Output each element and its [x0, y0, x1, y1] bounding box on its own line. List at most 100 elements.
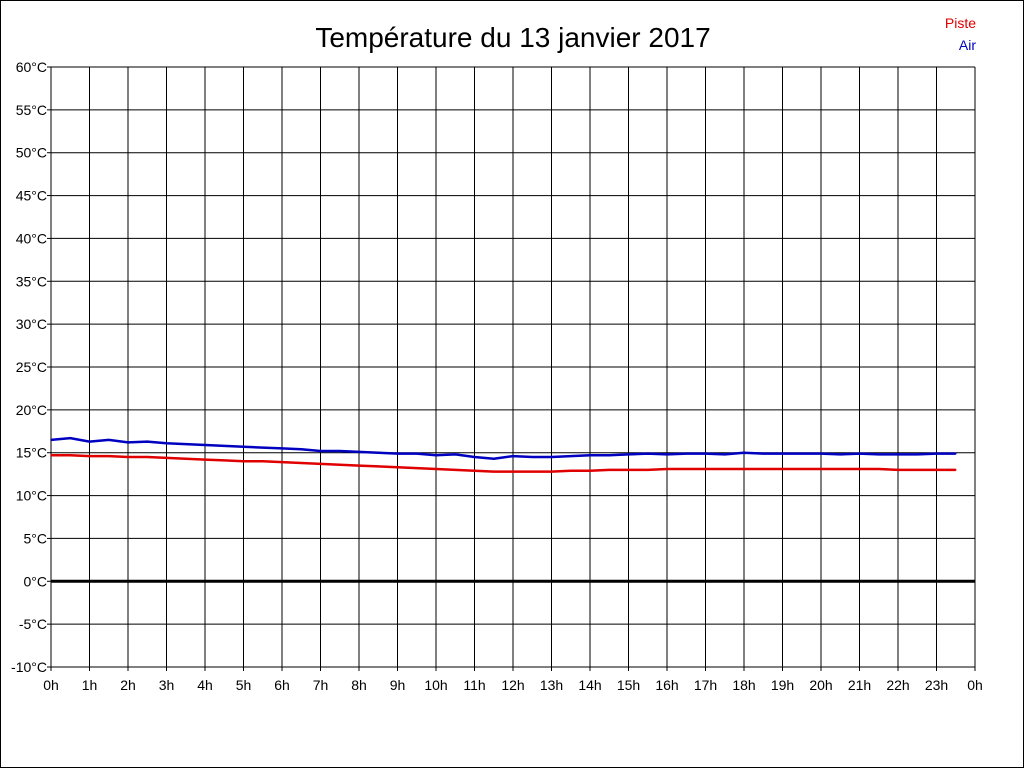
- data-point: [377, 465, 380, 468]
- data-point: [723, 468, 726, 470]
- data-point: [300, 448, 303, 451]
- x-tick-label: 21h: [848, 677, 871, 693]
- data-point: [69, 454, 72, 457]
- data-point: [319, 450, 322, 452]
- data-point: [877, 453, 880, 456]
- data-point: [435, 468, 437, 470]
- data-point: [589, 469, 591, 472]
- data-point: [858, 468, 861, 470]
- data-point: [396, 466, 399, 469]
- data-point: [107, 455, 110, 457]
- x-tick-label: 15h: [617, 677, 640, 693]
- data-point: [300, 462, 303, 464]
- data-point: [685, 452, 688, 455]
- y-tick-label: 15°C: [16, 445, 47, 461]
- data-point: [897, 469, 899, 471]
- data-point: [685, 468, 688, 470]
- data-point: [415, 467, 418, 469]
- data-point: [800, 452, 803, 455]
- data-point: [627, 469, 630, 471]
- x-tick-label: 4h: [197, 677, 213, 693]
- y-tick-label: 20°C: [16, 402, 47, 418]
- x-tick-label: 8h: [351, 677, 367, 693]
- data-point: [358, 464, 360, 467]
- data-point: [204, 444, 206, 446]
- data-point: [338, 463, 341, 466]
- data-point: [800, 468, 803, 470]
- data-point: [204, 458, 206, 461]
- data-point: [839, 453, 842, 456]
- y-tick-label: 55°C: [16, 102, 47, 118]
- x-tick-label: 0h: [43, 677, 59, 693]
- data-point: [839, 468, 842, 470]
- data-point: [550, 456, 553, 458]
- data-point: [338, 450, 341, 452]
- data-point: [569, 455, 572, 457]
- data-point: [608, 454, 611, 457]
- x-tick-label: 7h: [313, 677, 329, 693]
- data-point: [666, 453, 668, 456]
- data-point: [569, 469, 572, 472]
- y-tick-label: -5°C: [19, 616, 47, 632]
- x-tick-label: 23h: [925, 677, 948, 693]
- y-tick-label: 45°C: [16, 188, 47, 204]
- data-point: [954, 452, 957, 455]
- y-tick-label: 30°C: [16, 316, 47, 332]
- data-point: [935, 452, 938, 455]
- x-tick-label: 11h: [463, 677, 485, 693]
- x-tick-label: 12h: [501, 677, 524, 693]
- data-point: [820, 452, 822, 455]
- data-point: [377, 451, 380, 454]
- x-tick-label: 18h: [732, 677, 755, 693]
- data-point: [146, 456, 149, 458]
- series-layer: [50, 436, 957, 473]
- data-point: [897, 453, 899, 456]
- data-point: [242, 460, 245, 463]
- data-point: [531, 456, 534, 458]
- data-point: [396, 452, 399, 455]
- data-point: [184, 457, 187, 460]
- y-tick-label: 40°C: [16, 230, 47, 246]
- data-point: [127, 456, 129, 458]
- data-point: [50, 454, 52, 457]
- data-point: [916, 469, 919, 471]
- grid: [50, 66, 976, 668]
- data-point: [473, 469, 476, 472]
- data-point: [281, 461, 283, 463]
- data-point: [877, 468, 880, 470]
- data-point: [512, 470, 514, 473]
- data-point: [935, 469, 938, 471]
- data-point: [261, 446, 264, 449]
- x-tick-label: 19h: [771, 677, 794, 693]
- data-point: [146, 440, 149, 443]
- x-tick-label: 5h: [236, 677, 252, 693]
- data-point: [646, 452, 649, 455]
- chart-title: Température du 13 janvier 2017: [315, 22, 710, 53]
- data-point: [492, 470, 495, 473]
- data-point: [512, 455, 514, 457]
- x-tick-label: 9h: [390, 677, 406, 693]
- data-point: [242, 445, 245, 448]
- x-tick-label: 2h: [120, 677, 136, 693]
- data-point: [820, 468, 822, 470]
- data-point: [127, 441, 129, 444]
- data-point: [627, 453, 630, 456]
- data-point: [492, 457, 495, 460]
- y-tick-label: 35°C: [16, 273, 47, 289]
- data-point: [454, 453, 457, 456]
- data-point: [781, 452, 784, 455]
- x-tick-label: 14h: [578, 677, 601, 693]
- x-tick-label: 20h: [809, 677, 832, 693]
- series-piste: [50, 454, 957, 473]
- data-point: [415, 452, 418, 455]
- y-axis-ticks: -10°C -5°C 0°C 5°C 10°C 15°C 20°C 25°C 30°C 35°C 4…: [11, 59, 51, 675]
- data-point: [666, 468, 668, 470]
- legend: Piste Air: [945, 15, 976, 53]
- y-tick-label: 60°C: [16, 59, 47, 75]
- data-point: [916, 453, 919, 456]
- data-point: [50, 439, 52, 441]
- series-line-air: [50, 436, 956, 460]
- x-tick-label: 0h: [967, 677, 983, 693]
- series-air: [50, 436, 957, 460]
